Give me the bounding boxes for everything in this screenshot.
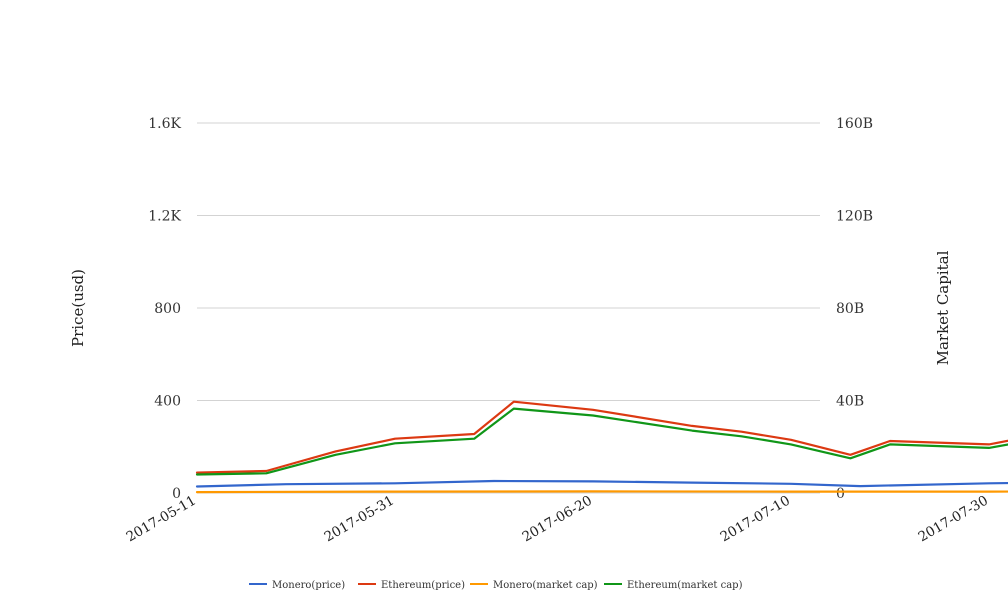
legend-label: Ethereum(market cap) <box>627 580 743 591</box>
y-axis-title-right: Market Capital <box>934 250 952 365</box>
x-tick-label: 2017-06-20 <box>520 493 595 546</box>
x-tick-label: 2017-05-31 <box>322 493 397 546</box>
grid-layer <box>197 122 820 494</box>
y-tick-label-left: 1.6K <box>148 116 181 132</box>
series-line-ethereum-market-cap <box>195 407 1008 476</box>
y-tick-label-left: 400 <box>154 394 181 410</box>
x-tick-label: 2017-07-30 <box>916 493 991 546</box>
y-tick-label-right: 120B <box>836 209 873 225</box>
y-axis-title-left: Price(usd) <box>69 269 87 347</box>
legend: Monero(price) Ethereum(price) Monero(marke… <box>249 580 743 591</box>
legend-label: Ethereum(price) <box>381 580 465 591</box>
series-layer <box>195 400 1008 494</box>
series-line-ethereum-price <box>195 400 1008 474</box>
x-tick-label: 2017-05-11 <box>124 493 199 546</box>
y-tick-label-right: 80B <box>836 301 864 317</box>
y-tick-label-right: 40B <box>836 394 864 410</box>
legend-label: Monero(market cap) <box>493 580 598 591</box>
y-tick-label-right: 160B <box>836 116 873 132</box>
y-tick-label-left: 800 <box>154 301 181 317</box>
x-tick-label: 2017-07-10 <box>718 493 793 546</box>
y-tick-label-left: 0 <box>172 486 181 502</box>
y-tick-label-right: 0 <box>836 486 845 502</box>
legend-label: Monero(price) <box>272 580 345 591</box>
series-line-monero-price <box>195 479 1008 488</box>
y-tick-label-left: 1.2K <box>148 209 181 225</box>
